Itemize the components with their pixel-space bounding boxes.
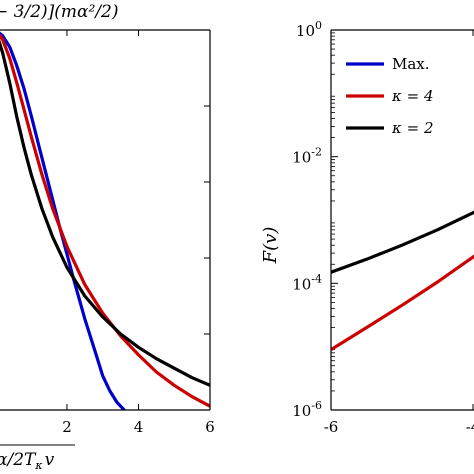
- left-series-maxwellian: [0, 31, 127, 410]
- left-series-kappa4: [0, 33, 210, 408]
- right-ytick-label: 100: [296, 19, 322, 40]
- right-series-kappa4: [331, 254, 474, 351]
- right-ytick-label: 10-2: [292, 146, 322, 167]
- right-ytick-label: 10-6: [292, 399, 322, 420]
- left-xlabel-sub: κ: [34, 459, 43, 472]
- right-ylabel: F(v): [260, 227, 281, 265]
- legend-label-max: Max.: [392, 55, 430, 73]
- left-xtick-label: 2: [62, 418, 72, 436]
- right-xtick-label: -6: [324, 418, 339, 436]
- right-xtick-label: -4: [466, 418, 474, 436]
- legend-label-kappa4: κ = 4: [391, 87, 433, 105]
- left-series-kappa2: [0, 39, 210, 387]
- legend-label-kappa2: κ = 2: [391, 119, 433, 137]
- right-ytick-label: 10-4: [292, 272, 322, 293]
- left-ylabel: − 3/2)](mα²/2): [0, 2, 119, 22]
- left-xtick-label: 6: [205, 418, 215, 436]
- right-series-kappa2: [331, 210, 474, 274]
- left-xtick-label: 4: [134, 418, 144, 436]
- legend: Max. κ = 4 κ = 2: [346, 55, 433, 137]
